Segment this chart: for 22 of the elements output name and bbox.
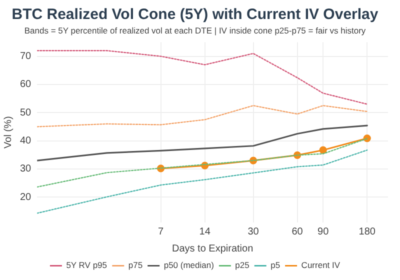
legend-label: p5 xyxy=(270,260,280,270)
legend-label: Current IV xyxy=(301,260,340,270)
x-tick-label: 30 xyxy=(248,226,260,238)
y-tick-label: 70 xyxy=(20,51,32,62)
chart-title: BTC Realized Vol Cone (5Y) with Current IV Overlay xyxy=(12,6,379,24)
legend-label: p25 xyxy=(235,260,250,270)
y-tick-label: 30 xyxy=(20,164,32,175)
y-axis-title: Vol (%) xyxy=(2,116,14,148)
legend-label: 5Y RV p95 xyxy=(66,260,108,270)
y-tick-label: 40 xyxy=(20,136,32,147)
x-tick-label: 7 xyxy=(158,226,164,238)
y-tick-label: 60 xyxy=(20,79,32,90)
x-axis-title: Days to Expiration xyxy=(172,243,254,254)
legend-label: p75 xyxy=(128,260,143,270)
x-tick-label: 180 xyxy=(358,226,376,238)
chart-subtitle: Bands = 5Y percentile of realized vol at each DTE | IV inside cone p25-p75 = fair vs history xyxy=(24,25,366,36)
y-tick-label: 20 xyxy=(20,192,32,203)
legend-label: p50 (median) xyxy=(164,260,214,270)
x-tick-label: 14 xyxy=(199,226,211,238)
x-tick-label: 90 xyxy=(318,226,330,238)
x-tick-label: 60 xyxy=(292,226,304,238)
y-tick-label: 50 xyxy=(20,107,32,118)
